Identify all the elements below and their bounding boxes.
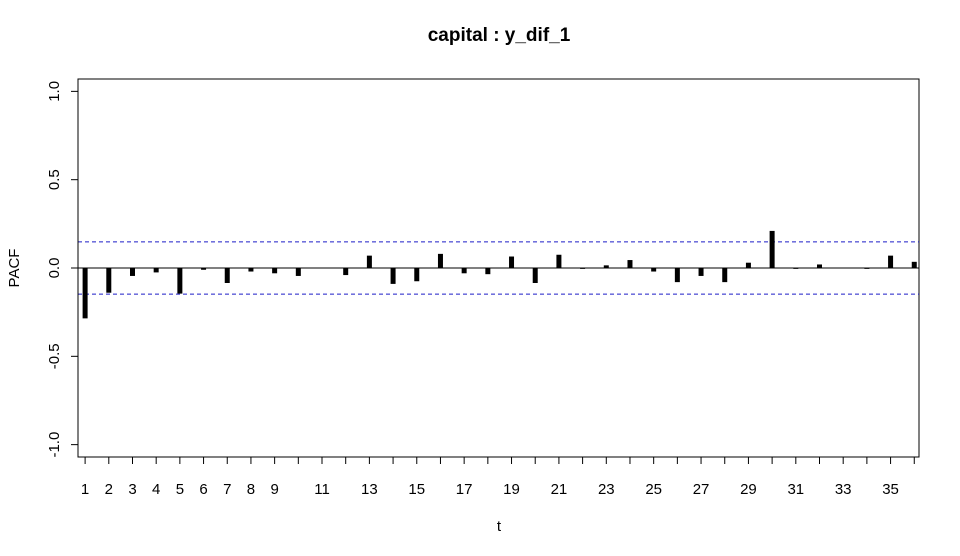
- x-tick-label: 9: [270, 481, 278, 498]
- y-tick-label: -1.0: [46, 432, 63, 458]
- x-tick-label: 7: [223, 481, 231, 498]
- x-tick-label: 29: [740, 481, 757, 498]
- x-tick-label: 23: [598, 481, 615, 498]
- x-tick-label: 33: [835, 481, 852, 498]
- x-tick-label: 19: [503, 481, 520, 498]
- x-tick-label: 35: [882, 481, 899, 498]
- x-tick-label: 1: [81, 481, 89, 498]
- y-tick-label: 1.0: [46, 81, 63, 102]
- x-tick-label: 3: [128, 481, 136, 498]
- x-tick-label: 6: [199, 481, 207, 498]
- x-tick-label: 25: [645, 481, 662, 498]
- x-tick-label: 15: [408, 481, 425, 498]
- x-tick-label: 21: [551, 481, 568, 498]
- x-tick-label: 13: [361, 481, 378, 498]
- x-tick-label: 31: [787, 481, 804, 498]
- x-tick-label: 5: [176, 481, 184, 498]
- x-tick-label: 8: [247, 481, 255, 498]
- x-tick-label: 17: [456, 481, 473, 498]
- x-tick-label: 4: [152, 481, 160, 498]
- chart-title: capital : y_dif_1: [428, 25, 571, 46]
- y-tick-label: 0.5: [46, 169, 63, 190]
- x-tick-label: 27: [693, 481, 710, 498]
- y-tick-label: 0.0: [46, 258, 63, 279]
- y-tick-label: -0.5: [46, 343, 63, 369]
- x-tick-label: 2: [105, 481, 113, 498]
- y-axis-label: PACF: [6, 249, 23, 288]
- x-tick-label: 11: [314, 481, 330, 498]
- x-axis-label: t: [497, 518, 502, 535]
